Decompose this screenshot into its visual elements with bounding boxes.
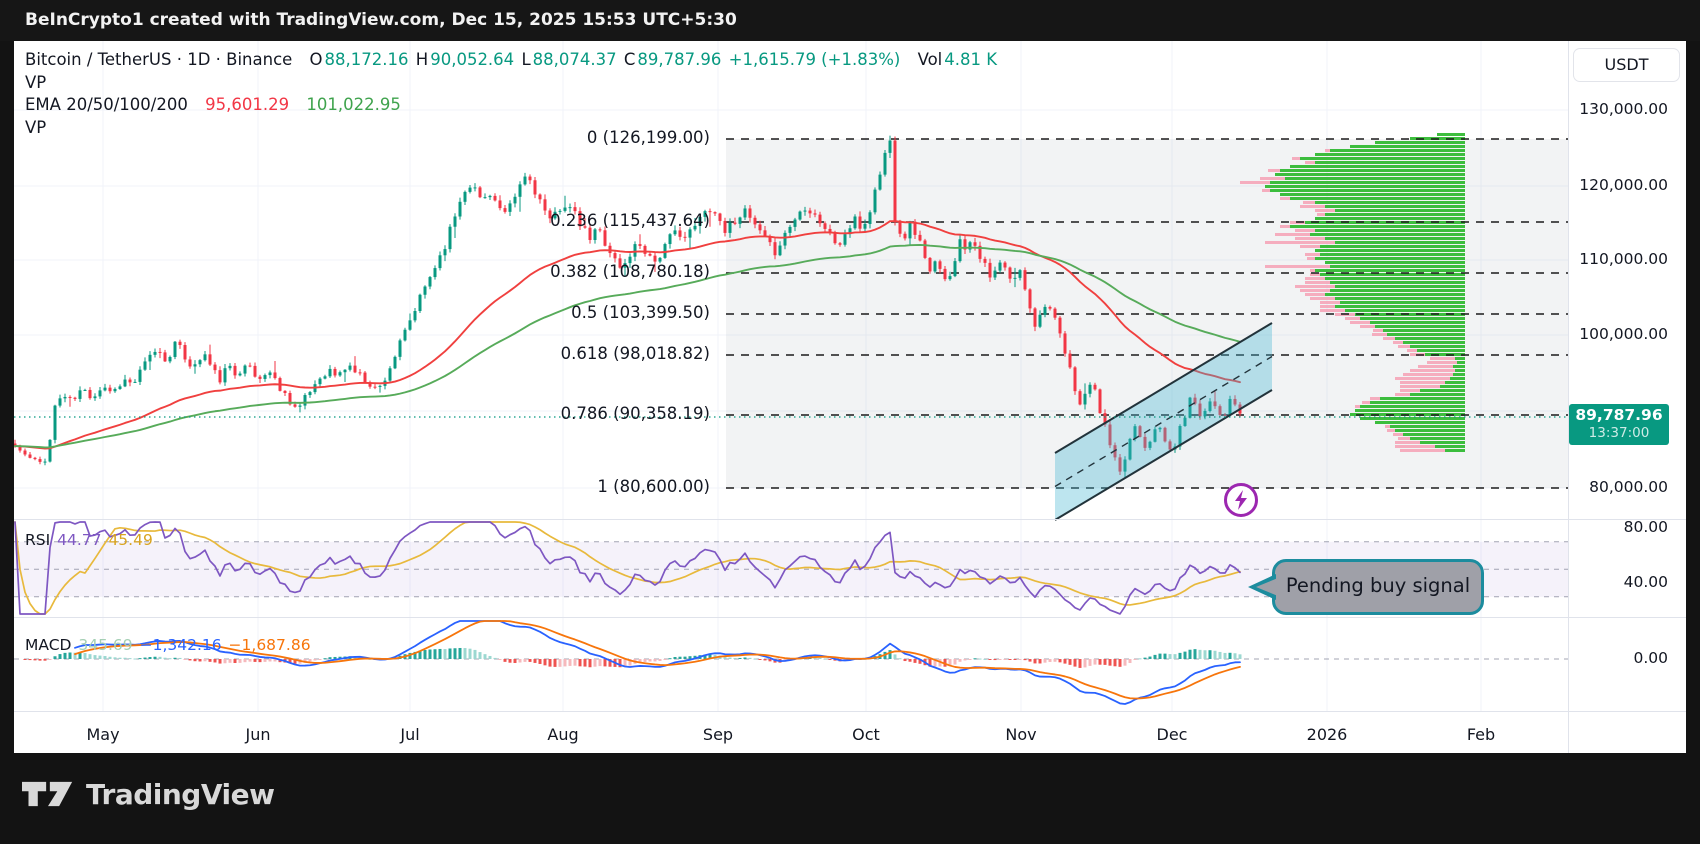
lightning-glyph xyxy=(1235,490,1247,510)
macd-signal-value: −1,687.86 xyxy=(228,636,311,654)
lightning-bolt-icon[interactable] xyxy=(1224,483,1258,517)
macd-legend[interactable]: MACD 345.69 −1,342.16 −1,687.86 xyxy=(25,636,313,656)
rsi-label[interactable]: RSI xyxy=(25,531,51,549)
pane-separator-rsi-macd[interactable] xyxy=(14,617,1686,618)
time-axis-label[interactable]: Jul xyxy=(400,725,420,744)
vp-indicator-legend-top[interactable]: VP xyxy=(25,73,48,93)
fib-level-label: 0.236 (115,437.64) xyxy=(550,211,710,230)
fib-level-label: 0.618 (98,018.82) xyxy=(560,344,710,363)
pane-separator-price-rsi[interactable] xyxy=(14,519,1686,520)
low-label: L xyxy=(521,50,531,69)
ema50-value: 95,601.29 xyxy=(205,95,290,114)
vp-label[interactable]: VP xyxy=(25,73,47,92)
pending-buy-signal-callout[interactable]: Pending buy signal xyxy=(1248,559,1484,615)
time-axis-label[interactable]: Nov xyxy=(1005,725,1037,744)
price-scale-separator xyxy=(1568,41,1569,753)
close-value: 89,787.96 xyxy=(637,50,722,69)
symbol-legend[interactable]: Bitcoin / TetherUS · 1D · Binance O 88,17… xyxy=(25,50,999,70)
fib-level-label: 0 (126,199.00) xyxy=(586,128,710,147)
ema-label[interactable]: EMA 20/50/100/200 xyxy=(25,95,188,114)
time-axis-label[interactable]: Dec xyxy=(1156,725,1188,744)
price-scale-tick[interactable]: 40.00 xyxy=(1623,573,1668,591)
high-label: H xyxy=(415,50,429,69)
ema-indicator-legend[interactable]: EMA 20/50/100/200 95,601.29 101,022.95 xyxy=(25,95,403,115)
low-value: 88,074.37 xyxy=(532,50,617,69)
screenshot-title-bar: BeInCrypto1 created with TradingView.com… xyxy=(0,0,1700,41)
macd-hist-value: 345.69 xyxy=(78,636,133,654)
chart-canvas[interactable] xyxy=(14,41,1568,753)
time-axis-label[interactable]: Aug xyxy=(547,725,579,744)
time-axis-label[interactable]: Oct xyxy=(852,725,880,744)
volume-label: Vol xyxy=(917,50,943,69)
macd-line-value: −1,342.16 xyxy=(139,636,222,654)
fib-level-label: 1 (80,600.00) xyxy=(597,477,710,496)
fib-level-label: 0.786 (90,358.19) xyxy=(560,404,710,423)
time-axis-label[interactable]: 2026 xyxy=(1306,725,1348,744)
price-scale-tick[interactable]: 130,000.00 xyxy=(1579,100,1668,118)
tradingview-logo[interactable]: TradingView xyxy=(22,777,275,811)
fib-level-label: 0.5 (103,399.50) xyxy=(571,303,710,322)
countdown-timer: 13:37:00 xyxy=(1588,425,1650,441)
symbol-title[interactable]: Bitcoin / TetherUS · 1D · Binance xyxy=(25,50,293,69)
last-price-value: 89,787.96 xyxy=(1575,406,1663,424)
change-value: +1,615.79 (+1.83%) xyxy=(728,50,901,69)
tradingview-wordmark: TradingView xyxy=(86,777,275,811)
vp-label[interactable]: VP xyxy=(25,118,47,137)
price-scale-tick[interactable]: 120,000.00 xyxy=(1579,176,1668,194)
volume-value: 4.81 K xyxy=(944,50,998,69)
tradingview-mark-icon xyxy=(22,781,73,807)
time-axis-label[interactable]: Sep xyxy=(702,725,734,744)
close-label: C xyxy=(623,50,636,69)
open-value: 88,172.16 xyxy=(324,50,409,69)
last-price-badge: 89,787.96 13:37:00 xyxy=(1569,404,1669,445)
price-scale-tick[interactable]: 80.00 xyxy=(1623,518,1668,536)
price-scale-tick[interactable]: 100,000.00 xyxy=(1579,325,1668,343)
vp-indicator-legend-bottom[interactable]: VP xyxy=(25,118,48,138)
time-axis-label[interactable]: Jun xyxy=(245,725,271,744)
high-value: 90,052.64 xyxy=(430,50,515,69)
time-axis-label[interactable]: Feb xyxy=(1466,725,1496,744)
open-label: O xyxy=(309,50,323,69)
time-axis-label[interactable]: May xyxy=(86,725,120,744)
price-scale-tick[interactable]: 110,000.00 xyxy=(1579,250,1668,268)
rsi-value: 44.77 xyxy=(57,531,102,549)
time-axis-separator xyxy=(14,711,1686,712)
rsi-ma-value: 45.49 xyxy=(108,531,153,549)
rsi-legend[interactable]: RSI 44.77 45.49 xyxy=(25,531,155,551)
macd-label[interactable]: MACD xyxy=(25,636,72,654)
price-scale-tick[interactable]: 80,000.00 xyxy=(1589,478,1668,496)
ema100-value: 101,022.95 xyxy=(306,95,401,114)
currency-unit-button[interactable]: USDT xyxy=(1573,48,1680,82)
fib-level-label: 0.382 (108,780.18) xyxy=(550,262,710,281)
price-scale-tick[interactable]: 0.00 xyxy=(1633,649,1668,667)
